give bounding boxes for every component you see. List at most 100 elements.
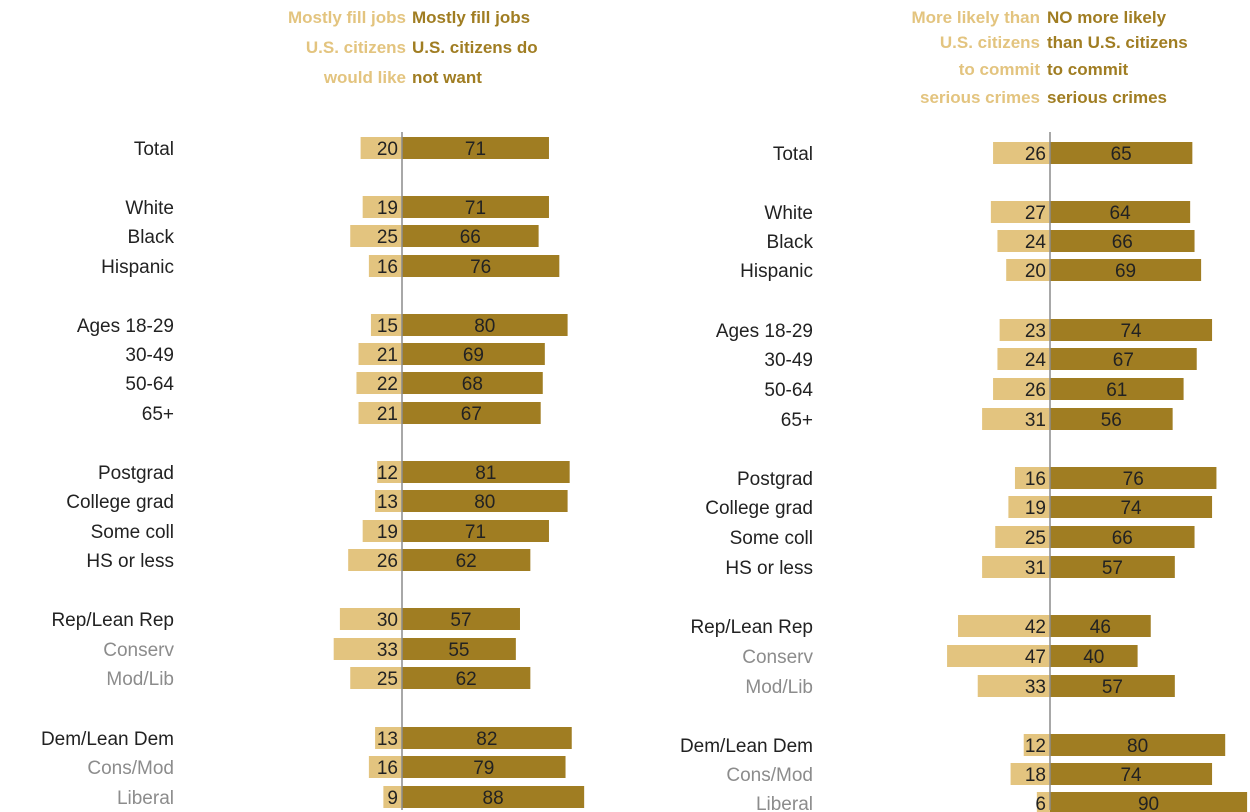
row-label: Rep/Lean Rep (690, 617, 813, 638)
bar-dark (1050, 142, 1193, 164)
row-label: 65+ (781, 410, 813, 431)
value-label-light: 19 (377, 522, 398, 543)
value-label-dark: 71 (465, 198, 486, 219)
bar-dark (1050, 645, 1138, 667)
bar-light (360, 137, 402, 159)
legend-dark-line-1-1: than U.S. citizens (1047, 33, 1188, 52)
bar-light (997, 348, 1050, 370)
value-label-dark: 57 (450, 610, 471, 631)
row-label: Conserv (103, 640, 174, 661)
value-label-dark: 74 (1120, 498, 1142, 519)
bar-dark (402, 137, 549, 159)
value-label-dark: 40 (1083, 647, 1104, 668)
value-label-light: 27 (1025, 203, 1046, 224)
row-label: Dem/Lean Dem (41, 729, 174, 750)
row-label: Rep/Lean Rep (51, 610, 174, 631)
value-label-light: 20 (1025, 261, 1046, 282)
bar-light (1008, 496, 1050, 518)
legend-light-line-0-2: would like (323, 68, 406, 87)
bar-light (958, 615, 1050, 637)
value-label-dark: 71 (465, 139, 486, 160)
bar-light (982, 408, 1050, 430)
bar-dark (402, 314, 568, 336)
legend-dark-line-0-1: U.S. citizens do (412, 38, 538, 57)
row-label: College grad (705, 498, 813, 519)
row-label: 30-49 (125, 345, 174, 366)
bar-light (368, 255, 402, 277)
bar-light (356, 372, 402, 394)
value-label-light: 12 (377, 463, 398, 484)
value-label-dark: 74 (1120, 321, 1142, 342)
value-label-light: 25 (1025, 528, 1046, 549)
bar-dark (402, 727, 572, 749)
legend-light-line-1-3: serious crimes (920, 88, 1040, 107)
bar-light (977, 675, 1050, 697)
row-label: 50-64 (125, 374, 174, 395)
value-label-dark: 88 (483, 788, 504, 809)
bar-light (350, 667, 402, 689)
value-label-light: 24 (1025, 350, 1047, 371)
bar-dark (1050, 201, 1191, 223)
value-label-dark: 65 (1111, 144, 1132, 165)
bar-dark (1050, 526, 1195, 548)
row-label: Ages 18-29 (77, 316, 174, 337)
bar-dark (402, 461, 570, 483)
bar-dark (402, 549, 531, 571)
bar-light (375, 727, 402, 749)
value-label-light: 16 (1025, 469, 1046, 490)
bar-light (362, 520, 402, 542)
row-label: HS or less (725, 558, 813, 579)
value-label-light: 21 (377, 404, 398, 425)
legend-dark-line-0-2: not want (412, 68, 482, 87)
value-label-light: 20 (377, 139, 398, 160)
bar-light (982, 556, 1050, 578)
row-label: Postgrad (98, 463, 174, 484)
value-label-light: 22 (377, 374, 398, 395)
value-label-dark: 69 (1115, 261, 1136, 282)
bar-dark (402, 255, 560, 277)
bar-dark (1050, 319, 1213, 341)
legend-dark-line-1-2: to commit (1047, 60, 1129, 79)
value-label-dark: 69 (463, 345, 484, 366)
value-label-light: 26 (1025, 380, 1046, 401)
bar-dark (402, 196, 549, 218)
bar-dark (1050, 792, 1248, 812)
value-label-dark: 76 (1123, 469, 1144, 490)
row-label: White (764, 203, 813, 224)
row-label: College grad (66, 492, 174, 513)
legend-dark-line-0-0: Mostly fill jobs (412, 8, 530, 27)
bar-light (333, 638, 402, 660)
value-label-dark: 80 (474, 316, 495, 337)
value-label-dark: 82 (476, 729, 497, 750)
row-label: Cons/Mod (87, 758, 174, 779)
row-label: Mod/Lib (106, 669, 174, 690)
value-label-dark: 76 (470, 257, 491, 278)
bar-light (358, 343, 402, 365)
bar-dark (1050, 675, 1175, 697)
bar-light (370, 314, 402, 336)
row-label: Mod/Lib (745, 677, 813, 698)
bar-light (375, 490, 402, 512)
value-label-dark: 56 (1101, 410, 1122, 431)
value-label-dark: 57 (1102, 558, 1123, 579)
bar-dark (402, 372, 543, 394)
value-label-light: 25 (377, 227, 398, 248)
bar-light (362, 196, 402, 218)
bar-dark (1050, 230, 1195, 252)
value-label-light: 21 (377, 345, 398, 366)
value-label-dark: 68 (462, 374, 483, 395)
legend-light-line-1-0: More likely than (912, 8, 1040, 27)
value-label-dark: 67 (461, 404, 482, 425)
bar-light (990, 201, 1050, 223)
bar-light (993, 142, 1050, 164)
value-label-light: 26 (377, 551, 398, 572)
legend-dark-line-1-0: NO more likely (1047, 8, 1167, 27)
bar-dark (402, 402, 541, 424)
legend-light-line-0-0: Mostly fill jobs (288, 8, 406, 27)
value-label-dark: 79 (473, 758, 494, 779)
value-label-dark: 46 (1090, 617, 1111, 638)
row-label: White (125, 198, 174, 219)
bar-dark (402, 520, 549, 542)
value-label-light: 31 (1025, 558, 1046, 579)
